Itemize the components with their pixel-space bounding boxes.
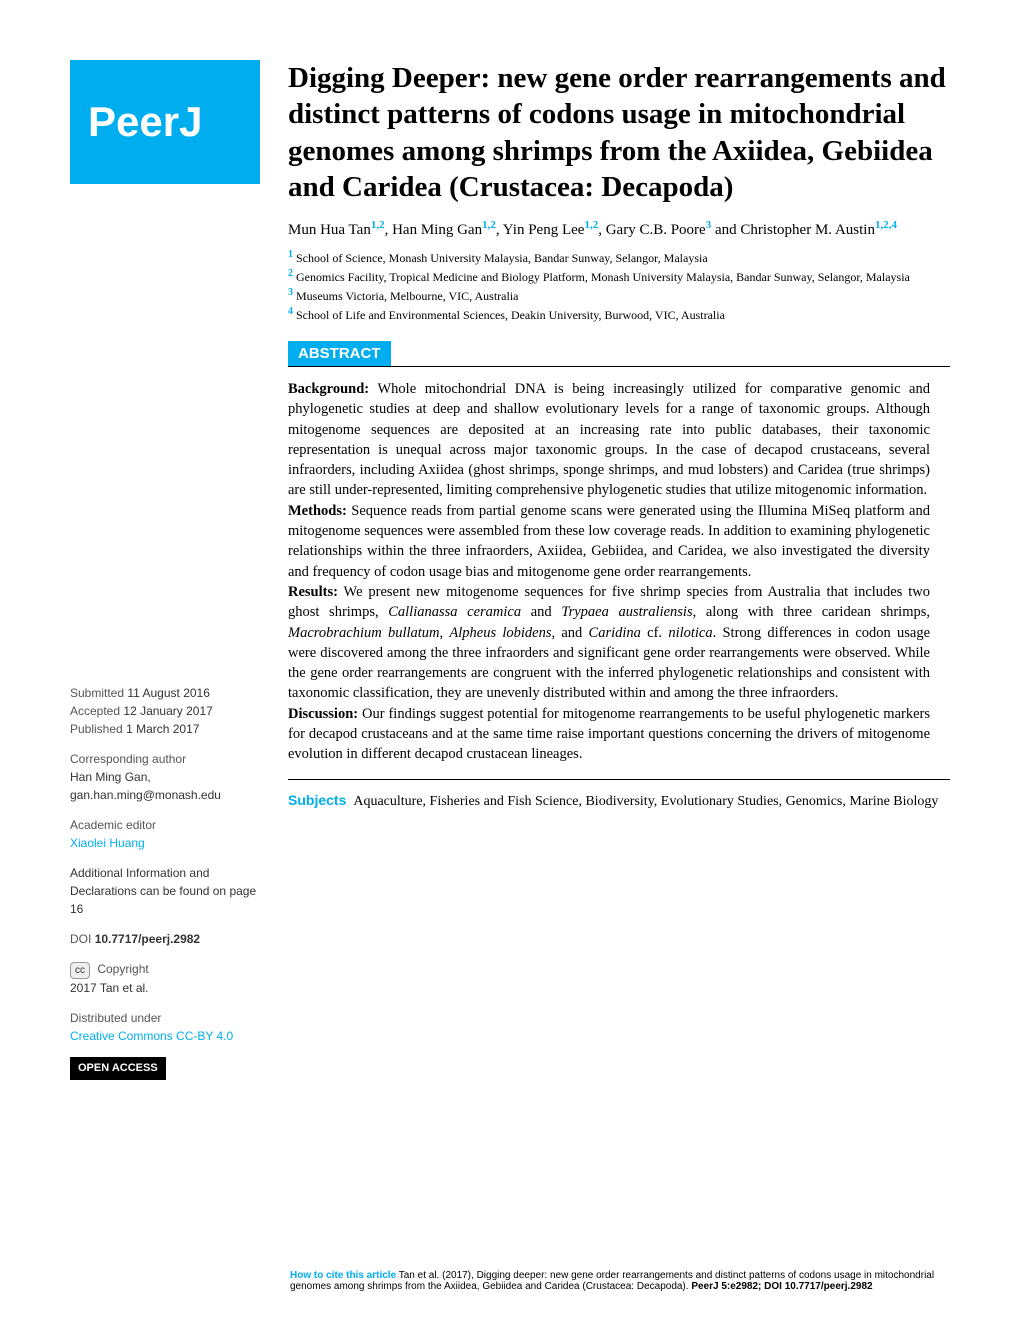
abstract-text: and — [555, 625, 588, 641]
species-name: Alpheus lobidens, — [449, 625, 555, 641]
additional-info-section: Additional Information and Declarations … — [70, 864, 260, 918]
accepted-label: Accepted — [70, 704, 120, 718]
affiliation-number: 3 — [288, 287, 293, 298]
author-affiliation-ref: 3 — [706, 219, 712, 231]
citation-footer: How to cite this article Tan et al. (201… — [290, 1270, 950, 1292]
abstract-discussion-label: Discussion: — [288, 706, 358, 722]
journal-logo: PeerJ — [70, 60, 260, 184]
author-affiliation-ref: 1,2 — [371, 219, 385, 231]
affiliation-number: 2 — [288, 268, 293, 279]
accepted-date: 12 January 2017 — [123, 704, 212, 718]
copyright-text: 2017 Tan et al. — [70, 981, 149, 995]
affiliation-text: School of Science, Monash University Mal… — [296, 251, 708, 265]
abstract-methods-label: Methods: — [288, 503, 347, 519]
abstract-background-text: Whole mitochondrial DNA is being increas… — [288, 381, 930, 498]
doi-section: DOI 10.7717/peerj.2982 — [70, 930, 260, 948]
abstract-body: Background: Whole mitochondrial DNA is b… — [288, 366, 950, 780]
license-link[interactable]: Creative Commons CC-BY 4.0 — [70, 1029, 233, 1043]
species-name: Trypaea australiensis — [561, 604, 692, 620]
copyright-section: cc Copyright 2017 Tan et al. — [70, 960, 260, 997]
copyright-label: Copyright — [97, 962, 148, 976]
corresponding-author-label: Corresponding author — [70, 752, 186, 766]
abstract-text: , along with three caridean shrimps, — [693, 604, 930, 620]
abstract-text: and — [521, 604, 561, 620]
cc-icon: cc — [70, 962, 90, 979]
academic-editor-label: Academic editor — [70, 818, 156, 832]
species-name: nilotica — [668, 625, 712, 641]
author-affiliation-ref: 1,2 — [584, 219, 598, 231]
affiliation: 2 Genomics Facility, Tropical Medicine a… — [288, 268, 950, 285]
corresponding-author-name: Han Ming Gan, — [70, 770, 151, 784]
author-name: Christopher M. Austin — [740, 222, 875, 238]
species-name: Macrobrachium bullatum — [288, 625, 440, 641]
abstract-header: ABSTRACT — [288, 341, 391, 366]
additional-info-text: Additional Information and Declarations … — [70, 866, 256, 916]
author-name: Gary C.B. Poore — [606, 222, 706, 238]
academic-editor-section: Academic editor Xiaolei Huang — [70, 816, 260, 852]
abstract-text: , — [440, 625, 450, 641]
academic-editor-link[interactable]: Xiaolei Huang — [70, 836, 145, 850]
affiliation-text: Genomics Facility, Tropical Medicine and… — [296, 270, 910, 284]
species-name: Caridina — [589, 625, 641, 641]
doi-label: DOI — [70, 932, 91, 946]
abstract-text: cf. — [641, 625, 668, 641]
species-name: Callianassa ceramica — [388, 604, 521, 620]
subjects-list: Aquaculture, Fisheries and Fish Science,… — [353, 794, 938, 809]
affiliation-list: 1 School of Science, Monash University M… — [288, 249, 950, 323]
affiliation-number: 4 — [288, 306, 293, 317]
article-title: Digging Deeper: new gene order rearrange… — [288, 60, 950, 205]
abstract-results-label: Results: — [288, 584, 338, 600]
article-metadata-sidebar: Submitted 11 August 2016 Accepted 12 Jan… — [70, 684, 260, 1080]
abstract-methods-text: Sequence reads from partial genome scans… — [288, 503, 930, 580]
affiliation-text: School of Life and Environmental Science… — [296, 308, 725, 322]
subjects-label: Subjects — [288, 792, 346, 808]
citation-journal: PeerJ 5:e2982; DOI 10.7717/peerj.2982 — [691, 1281, 872, 1292]
author-name: Mun Hua Tan — [288, 222, 371, 238]
affiliation-text: Museums Victoria, Melbourne, VIC, Austra… — [296, 289, 518, 303]
published-label: Published — [70, 722, 123, 736]
affiliation: 1 School of Science, Monash University M… — [288, 249, 950, 266]
affiliation-number: 1 — [288, 249, 293, 260]
affiliation: 3 Museums Victoria, Melbourne, VIC, Aust… — [288, 287, 950, 304]
author-name: Han Ming Gan — [392, 222, 482, 238]
corresponding-author-section: Corresponding author Han Ming Gan, gan.h… — [70, 750, 260, 804]
author-affiliation-ref: 1,2 — [482, 219, 496, 231]
doi-value: 10.7717/peerj.2982 — [95, 932, 200, 946]
distribution-section: Distributed under Creative Commons CC-BY… — [70, 1009, 260, 1045]
distribution-label: Distributed under — [70, 1011, 161, 1025]
subjects-section: Subjects Aquaculture, Fisheries and Fish… — [288, 792, 950, 810]
abstract-background-label: Background: — [288, 381, 369, 397]
affiliation: 4 School of Life and Environmental Scien… — [288, 306, 950, 323]
author-list: Mun Hua Tan1,2, Han Ming Gan1,2, Yin Pen… — [288, 219, 950, 239]
citation-label: How to cite this article — [290, 1270, 396, 1281]
abstract-discussion-text: Our findings suggest potential for mitog… — [288, 706, 930, 763]
author-name: Yin Peng Lee — [503, 222, 585, 238]
published-date: 1 March 2017 — [126, 722, 199, 736]
corresponding-author-email: gan.han.ming@monash.edu — [70, 788, 221, 802]
submitted-label: Submitted — [70, 686, 124, 700]
submitted-date: 11 August 2016 — [127, 686, 210, 700]
open-access-badge: OPEN ACCESS — [70, 1057, 166, 1080]
dates-section: Submitted 11 August 2016 Accepted 12 Jan… — [70, 684, 260, 738]
author-affiliation-ref: 1,2,4 — [875, 219, 897, 231]
